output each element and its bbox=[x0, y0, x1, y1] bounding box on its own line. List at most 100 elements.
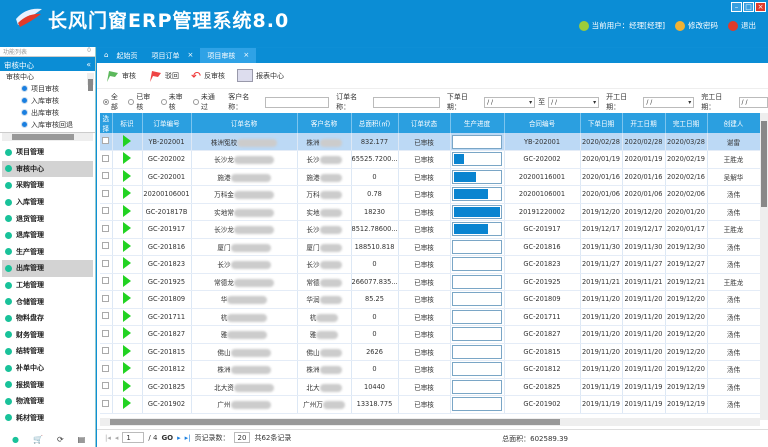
collapse-icon[interactable]: « bbox=[86, 60, 91, 69]
status-radio[interactable]: 未审核 bbox=[160, 92, 189, 112]
column-header[interactable]: 订单状态 bbox=[398, 113, 451, 133]
table-row[interactable]: GC-201902 广州 广州万 13318.775 已审核 GC-201902 2019/… bbox=[100, 395, 760, 414]
row-checkbox[interactable] bbox=[102, 399, 110, 407]
grid-hscrollbar[interactable] bbox=[100, 418, 760, 426]
status-radio[interactable]: 已审核 bbox=[128, 92, 156, 112]
last-page-icon[interactable]: ▸| bbox=[184, 433, 191, 442]
order-date-to[interactable]: / / ▾ bbox=[548, 96, 600, 108]
sidebar-item[interactable]: 审核中心 bbox=[2, 160, 93, 178]
table-row[interactable]: YB-202001 株洲冤校 株洲 832.177 已审核 YB-202001 2020/0… bbox=[100, 133, 760, 151]
column-header[interactable]: 总面积(㎡) bbox=[351, 113, 399, 133]
row-checkbox[interactable] bbox=[102, 382, 110, 390]
order-name-input[interactable] bbox=[373, 96, 440, 108]
next-page-icon[interactable]: ▸ bbox=[177, 433, 181, 442]
tree-item-outbound-audit[interactable]: 出库审核 bbox=[6, 107, 95, 119]
tree-item-inbound-audit[interactable]: 入库审核 bbox=[6, 95, 95, 107]
table-row[interactable]: GC-201825 北大资 北大 10440 已审核 GC-201825 2019/11/1… bbox=[100, 378, 760, 396]
grid-vscrollbar[interactable] bbox=[760, 113, 768, 420]
reject-button[interactable]: 驳回 bbox=[148, 69, 179, 83]
table-row[interactable]: 20200106001 万科金 万科 0.78 已审核 20200106001 2020/0… bbox=[100, 185, 760, 204]
column-header[interactable]: 选择 bbox=[100, 113, 113, 133]
column-header[interactable]: 下单日期 bbox=[580, 113, 623, 133]
tab-project-orders[interactable]: 项目订单 × bbox=[151, 51, 194, 60]
status-radio[interactable]: 全部 bbox=[103, 92, 124, 112]
row-checkbox[interactable] bbox=[102, 259, 110, 267]
cart-icon[interactable]: 🛒 bbox=[32, 435, 43, 444]
table-row[interactable]: GC-201815 佛山 佛山 2626 已审核 GC-201815 2019/11/20 2… bbox=[100, 343, 760, 361]
table-row[interactable]: GC-201917 长沙龙 长沙 8512.78600... 已审核 GC-201917 2… bbox=[100, 220, 760, 239]
table-row[interactable]: GC-202001 施港 施港 0 已审核 20200116001 2020/01/16 20… bbox=[100, 168, 760, 186]
sidebar-item[interactable]: 生产管理 bbox=[0, 244, 95, 261]
sidebar-item[interactable]: 工地管理 bbox=[0, 277, 95, 294]
sidebar-item[interactable]: 采购管理 bbox=[0, 177, 95, 194]
sidebar-item[interactable]: 补单中心 bbox=[0, 360, 95, 377]
table-row[interactable]: GC-201711 杭杭 0 已审核 GC-201711 2019/11/20 2019/1… bbox=[100, 308, 760, 326]
sidebar-section-header[interactable]: 审核中心 « bbox=[0, 57, 95, 71]
row-checkbox[interactable] bbox=[102, 154, 110, 162]
status-radio[interactable]: 未通过 bbox=[192, 92, 221, 112]
tree-root[interactable]: 审核中心 bbox=[6, 73, 34, 81]
first-page-icon[interactable]: |◂ bbox=[105, 433, 111, 442]
row-checkbox[interactable] bbox=[102, 137, 110, 144]
table-row[interactable]: GC-201823 长沙 长沙 0 已审核 GC-201823 2019/11/27 2019… bbox=[100, 255, 760, 274]
close-icon[interactable]: × bbox=[243, 51, 250, 59]
sidebar-item[interactable]: 项目管理 bbox=[0, 144, 95, 161]
sidebar-item[interactable]: 退库管理 bbox=[0, 227, 95, 244]
function-search[interactable]: 功能列表 0 bbox=[0, 47, 95, 57]
sidebar-item[interactable]: 耗材管理 bbox=[0, 410, 95, 427]
row-checkbox[interactable] bbox=[102, 364, 110, 372]
row-checkbox[interactable] bbox=[102, 277, 110, 285]
table-row[interactable]: GC-202002 长沙龙 长沙 65525.7200... 已审核 GC-202002 2… bbox=[100, 150, 760, 169]
unapprove-button[interactable]: ↶ 反审核 bbox=[191, 68, 226, 83]
column-header[interactable]: 开工日期 bbox=[622, 113, 666, 133]
tab-project-audit[interactable]: 项目审核 × bbox=[200, 48, 257, 63]
sidebar-item[interactable]: 报损管理 bbox=[0, 376, 95, 393]
go-button[interactable]: GO bbox=[161, 433, 174, 442]
sidebar-item[interactable]: 物料盘存 bbox=[0, 310, 95, 327]
close-icon[interactable]: × bbox=[187, 51, 194, 59]
row-checkbox[interactable] bbox=[102, 189, 110, 197]
report-center-button[interactable]: 报表中心 bbox=[237, 69, 284, 82]
tree-hscrollbar[interactable] bbox=[2, 133, 93, 141]
row-checkbox[interactable] bbox=[102, 224, 110, 232]
start-date-input[interactable]: / / ▾ bbox=[643, 96, 695, 108]
row-checkbox[interactable] bbox=[102, 347, 110, 355]
minimize-button[interactable]: – bbox=[731, 2, 742, 12]
column-header[interactable]: 标识 bbox=[112, 113, 143, 133]
order-date-from[interactable]: / / ▾ bbox=[484, 96, 536, 108]
column-header[interactable]: 订单编号 bbox=[142, 113, 192, 133]
row-checkbox[interactable] bbox=[102, 242, 110, 250]
sidebar-item[interactable]: 结转管理 bbox=[0, 343, 95, 360]
table-row[interactable]: GC-201809 华华润 85.25 已审核 GC-201809 2019/11/20 2… bbox=[100, 290, 760, 309]
close-window-button[interactable]: × bbox=[755, 2, 766, 12]
column-header[interactable]: 创建人 bbox=[707, 113, 760, 133]
customer-name-input[interactable] bbox=[265, 96, 330, 108]
tree-scrollbar[interactable] bbox=[87, 73, 94, 91]
table-row[interactable]: GC-201816 厦门 厦门 188510.818 已审核 GC-201816 2019/… bbox=[100, 238, 760, 256]
page-size-input[interactable]: 20 bbox=[233, 432, 251, 443]
sidebar-item[interactable]: 财务管理 bbox=[0, 327, 95, 344]
table-row[interactable]: GC-201925 常德龙 常德 266077.835... 已审核 GC-201925 2… bbox=[100, 273, 760, 291]
finish-date-input[interactable]: / / bbox=[738, 96, 768, 108]
document-icon[interactable]: ▤ bbox=[77, 435, 86, 444]
row-checkbox[interactable] bbox=[102, 294, 110, 302]
column-header[interactable]: 完工日期 bbox=[665, 113, 708, 133]
sidebar-item[interactable]: 入库管理 bbox=[0, 194, 95, 211]
approve-button[interactable]: 审核 bbox=[105, 69, 136, 83]
column-header[interactable]: 订单名称 bbox=[191, 113, 298, 133]
dot-icon[interactable]: ● bbox=[12, 435, 19, 444]
tab-home[interactable]: ⌂ 起始页 bbox=[104, 51, 138, 60]
row-checkbox[interactable] bbox=[102, 207, 110, 215]
change-password-button[interactable]: 修改密码 bbox=[675, 20, 718, 31]
tree-item-inbound-rollback[interactable]: 入库审核回退 bbox=[6, 119, 95, 131]
table-row[interactable]: GC-201827 雅雅 0 已审核 GC-201827 2019/11/20 2019/1… bbox=[100, 325, 760, 344]
sidebar-item[interactable]: 退货管理 bbox=[0, 210, 95, 227]
maximize-button[interactable]: □ bbox=[743, 2, 754, 12]
sidebar-item[interactable]: 物流管理 bbox=[0, 393, 95, 410]
tree-item-project-audit[interactable]: 项目审核 bbox=[6, 83, 95, 95]
column-header[interactable]: 合同编号 bbox=[504, 113, 581, 133]
row-checkbox[interactable] bbox=[102, 329, 110, 337]
table-row[interactable]: GC-201812 株洲 株洲 0 已审核 GC-201812 2019/11/20 2019… bbox=[100, 360, 760, 379]
logout-button[interactable]: 退出 bbox=[728, 20, 756, 31]
row-checkbox[interactable] bbox=[102, 172, 110, 180]
